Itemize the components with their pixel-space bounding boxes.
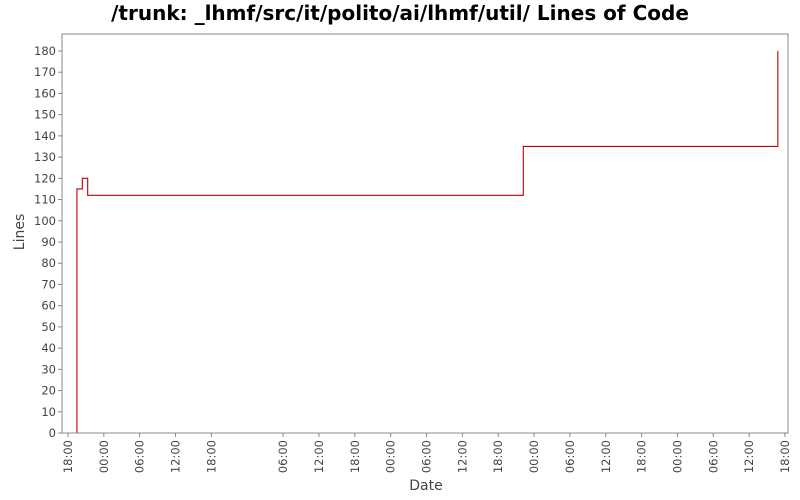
y-axis: 0 10 20 30 40 50 60 70 80 90 100 110 120 130 140 150 160… [34, 44, 62, 440]
x-tick-label: 06:00 [706, 440, 720, 473]
y-tick-label: 170 [34, 65, 56, 79]
x-tick-label: 12:00 [599, 440, 613, 473]
y-tick-label: 100 [34, 214, 56, 228]
x-tick-label: 18:00 [778, 440, 792, 473]
series-line [76, 50, 779, 434]
x-tick-label: 12:00 [169, 440, 183, 473]
plot-area [62, 34, 788, 433]
chart-title: /trunk: _lhmf/src/it/polito/ai/lhmf/util… [111, 1, 689, 25]
x-tick-label: 00:00 [670, 440, 684, 473]
x-tick-label: 06:00 [276, 440, 290, 473]
y-tick-label: 140 [34, 129, 56, 143]
x-tick-label: 12:00 [312, 440, 326, 473]
y-tick-label: 130 [34, 150, 56, 164]
x-tick-label: 18:00 [348, 440, 362, 473]
y-tick-label: 160 [34, 86, 56, 100]
x-tick-label: 18:00 [61, 440, 75, 473]
x-tick-label: 06:00 [419, 440, 433, 473]
x-tick-label: 00:00 [527, 440, 541, 473]
y-tick-label: 70 [41, 277, 56, 291]
y-tick-label: 30 [41, 362, 56, 376]
x-tick-label: 18:00 [204, 440, 218, 473]
plot-border [61, 33, 789, 434]
y-tick-label: 110 [34, 193, 56, 207]
series-group [76, 50, 779, 434]
x-axis: 18:00 00:00 06:00 12:00 18:00 06:00 12:00 18:00… [61, 433, 792, 473]
y-tick-label: 50 [41, 320, 56, 334]
y-tick-label: 40 [41, 341, 56, 355]
y-tick-label: 180 [34, 44, 56, 58]
x-tick-label: 12:00 [455, 440, 469, 473]
y-tick-label: 60 [41, 299, 56, 313]
x-tick-label: 18:00 [491, 440, 505, 473]
x-tick-label: 06:00 [563, 440, 577, 473]
y-tick-label: 20 [41, 384, 56, 398]
x-tick-label: 12:00 [742, 440, 756, 473]
y-tick-label: 0 [49, 426, 56, 440]
y-tick-label: 150 [34, 108, 56, 122]
y-axis-title: Lines [12, 214, 28, 250]
y-tick-label: 10 [41, 405, 56, 419]
x-axis-title: Date [409, 478, 442, 494]
y-tick-label: 80 [41, 256, 56, 270]
y-tick-label: 120 [34, 171, 56, 185]
x-tick-label: 00:00 [97, 440, 111, 473]
y-tick-label: 90 [41, 235, 56, 249]
x-tick-label: 00:00 [384, 440, 398, 473]
x-tick-label: 18:00 [635, 440, 649, 473]
x-tick-label: 06:00 [133, 440, 147, 473]
